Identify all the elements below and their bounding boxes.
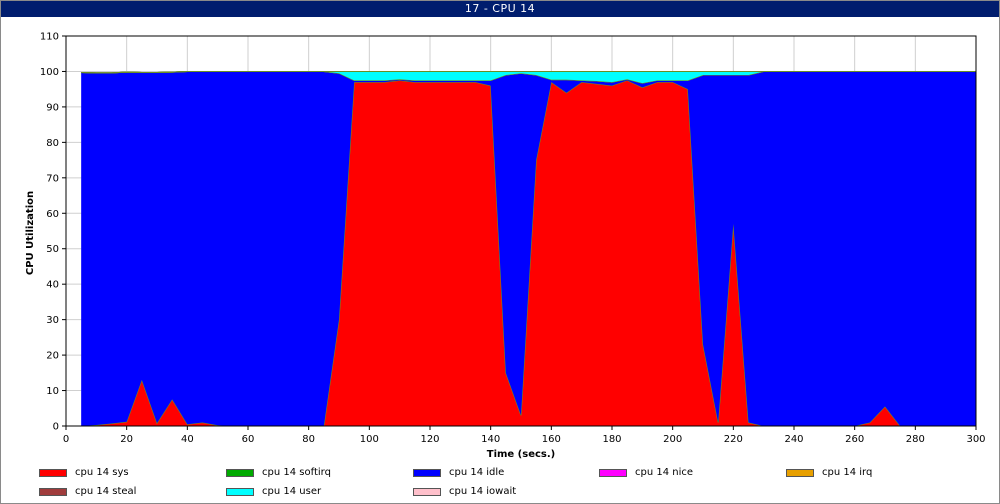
legend-label: cpu 14 user [262,486,322,497]
y-tick-label: 110 [40,32,59,43]
area-cpu-14-sys [81,80,977,426]
x-tick-label: 160 [542,434,561,445]
x-tick-label: 20 [120,434,133,445]
x-tick-label: 120 [420,434,439,445]
legend-swatch [786,469,814,477]
y-tick-label: 80 [46,138,59,149]
y-tick-label: 40 [46,280,59,291]
x-tick-label: 0 [63,434,69,445]
x-axis-title: Time (secs.) [487,449,556,460]
legend-swatch [413,469,441,477]
plot-border [65,35,977,427]
x-tick-label: 40 [181,434,194,445]
area-edge-cpu-14-iowait [81,70,976,74]
area-cpu-14-idle [81,71,977,426]
y-tick-label: 0 [53,422,59,433]
stacked-areas [81,70,977,427]
legend-swatch [39,469,67,477]
x-tick-label: 140 [481,434,500,445]
y-tick-label: 10 [46,386,59,397]
y-axis-title: CPU Utilization [25,191,36,275]
legend-swatch [226,469,254,477]
legend-swatch [226,488,254,496]
legend-label: cpu 14 irq [822,467,873,478]
cpu-utilization-chart: 0 20 40 60 80 100 120 140 160 180 200 220 240 260 280 3… [25,32,986,461]
legend-swatch [413,488,441,496]
legend-label: cpu 14 steal [75,486,137,497]
legend-label: cpu 14 softirq [262,467,331,478]
x-tick-label: 80 [302,434,315,445]
x-tick-label: 260 [845,434,864,445]
legend-label: cpu 14 idle [449,467,505,478]
legend: cpu 14 sys cpu 14 softirq cpu 14 idle cpu 1… [1,463,999,503]
legend-label: cpu 14 sys [75,467,129,478]
y-tick-label: 60 [46,209,59,220]
y-axis-ticks: 0 10 20 30 40 50 60 70 80 90 100 110 [40,32,66,433]
legend-label: cpu 14 iowait [449,486,517,497]
x-axis-ticks: 0 20 40 60 80 100 120 140 160 180 200 220 240 260 280 3… [63,426,986,445]
x-tick-label: 220 [724,434,743,445]
axes [65,35,977,427]
y-tick-label: 20 [46,351,59,362]
x-tick-label: 60 [242,434,255,445]
area-cpu-14-user [81,71,977,84]
legend-label: cpu 14 nice [635,467,694,478]
window-title: 17 - CPU 14 [1,1,999,17]
x-tick-label: 200 [663,434,682,445]
y-tick-label: 50 [46,244,59,255]
y-tick-label: 100 [40,67,59,78]
x-tick-label: 300 [966,434,985,445]
legend-swatch [599,469,627,477]
x-tick-label: 280 [906,434,925,445]
x-tick-label: 100 [360,434,379,445]
y-tick-label: 70 [46,173,59,184]
y-tick-label: 30 [46,315,59,326]
x-tick-label: 180 [602,434,621,445]
y-tick-label: 90 [46,102,59,113]
x-tick-label: 240 [784,434,803,445]
legend-swatch [39,488,67,496]
